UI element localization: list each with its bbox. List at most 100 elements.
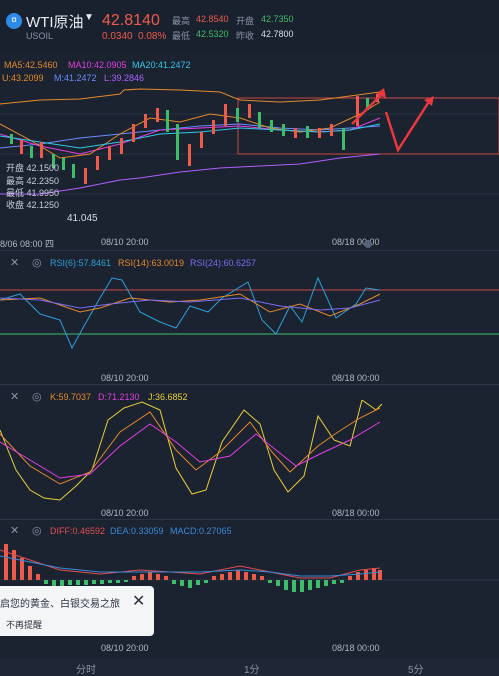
- quote-low-label: 最低: [172, 31, 191, 41]
- tab-timeshare[interactable]: 分时: [76, 665, 96, 676]
- kdj-axis-date-2: 08/18 00:00: [332, 508, 380, 518]
- candles: [10, 94, 379, 184]
- settings-kdj-icon[interactable]: ◎: [32, 391, 42, 403]
- macd-bar: [156, 574, 160, 580]
- macd-bar: [4, 544, 8, 580]
- candle: [318, 128, 321, 138]
- candle: [282, 124, 285, 136]
- candle: [258, 112, 261, 128]
- quote-high-label: 最高: [172, 16, 191, 26]
- axis-date-1: 08/10 20:00: [101, 237, 149, 247]
- tab-5min[interactable]: 5分: [408, 665, 424, 676]
- macd-bar: [84, 580, 88, 585]
- promo-popup-title: 启您的黄金、白银交易之旅: [0, 599, 120, 610]
- ma5-line: [0, 101, 381, 159]
- rsi14-line: [0, 293, 381, 317]
- macd-bar: [36, 574, 40, 580]
- boll-mid-legend: M:41.2472: [54, 73, 97, 83]
- macd-bar: [348, 576, 352, 580]
- candle: [366, 98, 369, 110]
- macd-bar: [164, 576, 168, 580]
- candle: [166, 110, 169, 132]
- price-change-pct: 0.08%: [138, 31, 167, 42]
- macd-bar: [76, 580, 80, 585]
- macd-bar: [308, 580, 312, 590]
- quote-open-label: 开盘: [236, 16, 255, 26]
- kdj-k-line: [0, 407, 381, 485]
- macd-bar: [268, 580, 272, 583]
- kdj-j-line: [0, 400, 383, 501]
- tab-1min[interactable]: 1分: [244, 665, 260, 676]
- symbol-dropdown-icon[interactable]: ▼: [84, 12, 94, 23]
- symbol-title[interactable]: WTI原油: [26, 14, 84, 31]
- rsi6-line: [0, 276, 381, 350]
- ohlc-high: 最高 42.2350: [6, 176, 60, 186]
- candle: [212, 120, 215, 134]
- kdj-d-line: [0, 421, 381, 479]
- candle: [84, 168, 87, 184]
- macd-histogram: [4, 544, 382, 592]
- macd-axis-date-2: 08/18 00:00: [332, 643, 380, 653]
- macd-bar: [204, 580, 208, 583]
- quote-header: [0, 0, 499, 52]
- macd-bar: [324, 580, 328, 586]
- candle: [96, 156, 99, 170]
- candle: [20, 140, 23, 154]
- candle: [144, 114, 147, 128]
- macd-bar: [340, 580, 344, 583]
- macd-diff-legend: DIFF:0.46592: [50, 526, 106, 536]
- macd-chart-svg: [0, 544, 499, 592]
- ohlc-close: 收盘 42.1250: [6, 200, 60, 210]
- boll-upper-legend: U:43.2099: [2, 73, 44, 83]
- kdj-k-legend: K:59.7037: [50, 392, 92, 402]
- candlestick-chart-svg: [0, 88, 499, 195]
- candle: [270, 120, 273, 132]
- macd-bar: [52, 580, 56, 586]
- macd-dea-legend: DEA:0.33059: [110, 526, 164, 536]
- macd-bar: [100, 580, 104, 584]
- rsi24-line: [0, 297, 381, 311]
- close-rsi-icon[interactable]: ✕: [10, 257, 20, 269]
- annotation-arrow-up: [351, 91, 385, 125]
- quote-prevclose-label: 昨收: [236, 31, 255, 41]
- macd-bar: [148, 572, 152, 580]
- macd-diff-line: [0, 549, 381, 579]
- macd-bar: [252, 574, 256, 580]
- rsi6-legend: RSI(6):57.8461: [50, 258, 112, 268]
- macd-bar: [276, 580, 280, 586]
- macd-axis-date-1: 08/10 20:00: [101, 643, 149, 653]
- ohlc-low: 最低 41.9950: [6, 188, 60, 198]
- settings-macd-icon[interactable]: ◎: [32, 525, 42, 537]
- macd-bar: [236, 570, 240, 580]
- crosshair-date: 8/06 08:00 四: [0, 239, 55, 249]
- close-popup-icon[interactable]: ✕: [132, 593, 146, 610]
- macd-bar: [108, 580, 112, 583]
- crosshair-dot: [364, 240, 372, 248]
- candle: [356, 96, 359, 126]
- macd-bar: [188, 580, 192, 588]
- macd-bar: [92, 580, 96, 584]
- boll-lower-legend: L:39.2846: [104, 73, 145, 83]
- macd-bar: [132, 576, 136, 580]
- macd-bar: [244, 572, 248, 580]
- low-price-marker: 41.045: [64, 212, 101, 225]
- candle: [248, 104, 251, 118]
- close-kdj-icon[interactable]: ✕: [10, 391, 20, 403]
- quote-open-value: 42.7350: [261, 14, 294, 24]
- settings-rsi-icon[interactable]: ◎: [32, 257, 42, 269]
- kdj-j-legend: J:36.6852: [148, 392, 188, 402]
- macd-bar: [28, 566, 32, 580]
- macd-bar: [332, 580, 336, 584]
- macd-bar: [12, 550, 16, 580]
- macd-bar: [116, 580, 120, 583]
- close-macd-icon[interactable]: ✕: [10, 525, 20, 537]
- macd-bar: [20, 558, 24, 580]
- promo-popup[interactable]: 启您的黄金、白银交易之旅 不再提醒 ✕: [0, 586, 154, 636]
- candle: [200, 132, 203, 148]
- ma5-legend: MA5:42.5460: [4, 60, 58, 70]
- macd-bar: [378, 570, 382, 580]
- macd-bar: [180, 580, 184, 586]
- ohlc-open: 开盘 42.1500: [6, 163, 60, 173]
- dont-remind-link[interactable]: 不再提醒: [6, 620, 43, 630]
- candle: [132, 124, 135, 142]
